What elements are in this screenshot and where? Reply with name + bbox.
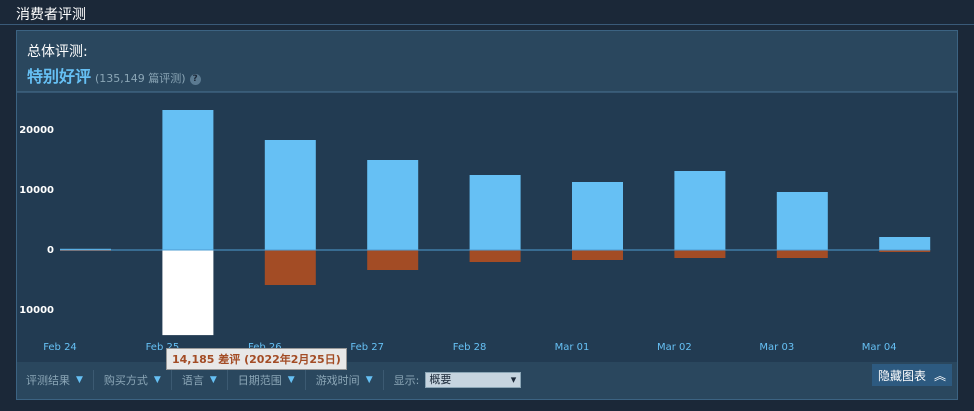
bar [879,236,931,250]
collapse-icon: ︽ [934,368,947,383]
bar [776,191,828,250]
y-tick-label: 20000 [19,125,54,136]
bar [469,175,521,250]
display-filter: 显示: 概要 [384,370,532,390]
filter-label: 语言 [181,374,204,387]
display-select[interactable]: 概要 [425,372,522,388]
bar [776,250,828,258]
dropdown-arrow: ▼ [209,375,217,385]
x-tick-label: Feb 24 [43,342,77,353]
bar [162,250,214,336]
divider [0,24,974,25]
x-tick-label: Feb 28 [453,342,487,353]
bar [469,250,521,262]
bar [674,250,726,258]
x-tick-label: Feb 26 [248,342,282,353]
filter-label: 购买方式 [103,374,148,387]
review-count: (135,149 篇评测) [95,72,186,85]
bar [572,250,623,261]
x-tick-label: Feb 25 [146,342,180,353]
dropdown-arrow: ▼ [153,375,161,385]
dropdown-arrow: ▼ [365,375,373,385]
bar [162,110,214,250]
dropdown-arrow: ▼ [76,375,83,385]
bar [264,140,316,250]
display-label: 显示: [393,374,420,387]
x-tick-label: Mar 01 [555,342,590,353]
filter-label: 日期范围 [237,374,282,387]
filter-label: 游戏时间 [315,374,360,387]
help-icon[interactable]: ? [189,74,201,85]
rating-text: 特别好评 [27,67,92,86]
bar [879,250,931,252]
x-tick-label: Feb 27 [350,342,384,353]
tooltip: 14,185 差评 (2022年2月25日) [166,348,347,370]
bar [60,248,111,250]
rating: 特别好评 (135,149 篇评测)? [27,63,201,87]
filter-bar: 评测结果 ▼ 购买方式 ▼ 语言 ▼ 日期范围 ▼ 游戏时间 ▼ 显示: 概要 [16,366,531,394]
bar [264,250,316,285]
bar [572,182,623,250]
y-tick-label: 10000 [19,185,54,196]
hide-chart-button[interactable]: 隐藏图表 ︽ [872,364,953,386]
x-tick-label: Mar 04 [862,342,897,353]
filter-dropdown[interactable]: 游戏时间 ▼ [306,370,384,390]
bar [367,250,419,270]
filter-dropdown[interactable]: 评测结果 ▼ [16,370,94,390]
x-tick-label: Mar 03 [759,342,794,353]
x-tick-label: Mar 02 [657,342,692,353]
bar [367,160,419,250]
filter-dropdown[interactable]: 购买方式 ▼ [94,370,172,390]
hide-chart-text: 隐藏图表 [878,368,927,383]
summary-label: 总体评测: [27,44,88,60]
header: 消费者评测 [16,7,86,23]
y-tick-label: 10000 [19,305,54,316]
y-tick-label: 0 [47,245,54,256]
dropdown-arrow: ▼ [287,375,295,385]
filter-dropdown[interactable]: 语言 ▼ [172,370,228,390]
filter-label: 评测结果 [26,374,70,387]
bar [674,170,726,250]
filter-dropdown[interactable]: 日期范围 ▼ [228,370,306,390]
